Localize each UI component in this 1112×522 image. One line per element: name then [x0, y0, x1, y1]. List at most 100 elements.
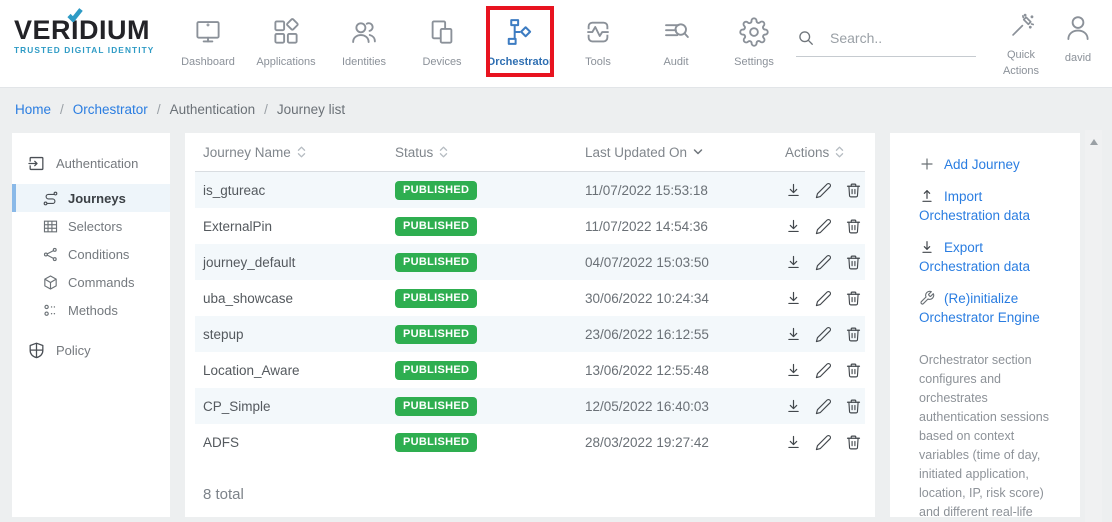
last-updated: 04/07/2022 15:03:50	[585, 254, 709, 270]
edit-icon[interactable]	[815, 254, 832, 271]
column-header-status[interactable]: Status	[395, 145, 585, 160]
nav-label: Applications	[256, 56, 316, 68]
search-box[interactable]	[796, 28, 976, 57]
table-row: is_gtureac PUBLISHED 11/07/2022 15:53:18	[195, 172, 865, 208]
edit-icon[interactable]	[815, 290, 832, 307]
download-icon[interactable]	[785, 362, 802, 379]
import-orchestration-link[interactable]: Import Orchestration data	[919, 187, 1066, 225]
nav-label: Identities	[341, 56, 387, 68]
table-row: ADFS PUBLISHED 28/03/2022 19:27:42	[195, 424, 865, 460]
sort-icon[interactable]	[835, 145, 844, 159]
top-bar: VERI DIUM TRUSTED DIGITAL IDENTITY Dashbo…	[0, 0, 1112, 88]
delete-icon[interactable]	[845, 254, 862, 271]
download-icon[interactable]	[785, 218, 802, 235]
delete-icon[interactable]	[845, 182, 862, 199]
column-header-last-updated[interactable]: Last Updated On	[585, 145, 785, 160]
breadcrumb: Home / Orchestrator / Authentication / J…	[0, 88, 1112, 130]
edit-icon[interactable]	[815, 218, 832, 235]
journey-name: journey_default	[203, 254, 296, 270]
main-nav: Dashboard Applications Identities Device…	[169, 0, 793, 88]
settings-icon	[739, 17, 769, 47]
nav-item-audit[interactable]: Audit	[637, 0, 715, 88]
status-badge: PUBLISHED	[395, 324, 478, 344]
edit-icon[interactable]	[815, 434, 832, 451]
download-icon[interactable]	[785, 254, 802, 271]
status-badge: PUBLISHED	[395, 432, 478, 452]
breadcrumb-journey-list: Journey list	[276, 101, 346, 117]
brand-tagline: TRUSTED DIGITAL IDENTITY	[14, 45, 155, 55]
breadcrumb-separator: /	[264, 101, 268, 117]
sort-icon[interactable]	[297, 145, 306, 159]
nav-label: Dashboard	[181, 56, 235, 68]
vertical-scrollbar[interactable]	[1085, 130, 1102, 522]
table-row: stepup PUBLISHED 23/06/2022 16:12:55	[195, 316, 865, 352]
download-icon[interactable]	[785, 290, 802, 307]
column-header-actions[interactable]: Actions	[785, 145, 865, 160]
breadcrumb-orchestrator[interactable]: Orchestrator	[72, 101, 148, 117]
tools-icon	[584, 21, 612, 43]
last-updated: 11/07/2022 14:54:36	[585, 218, 708, 234]
nav-item-devices[interactable]: Devices	[403, 0, 481, 88]
delete-icon[interactable]	[845, 362, 862, 379]
status-badge: PUBLISHED	[395, 360, 478, 380]
nav-item-orchestrator[interactable]: Orchestrator	[481, 0, 559, 88]
sidebar-item-label: Methods	[68, 302, 118, 318]
download-icon[interactable]	[785, 398, 802, 415]
status-badge: PUBLISHED	[395, 288, 478, 308]
devices-icon	[431, 20, 453, 44]
download-icon[interactable]	[785, 434, 802, 451]
dashboard-icon	[196, 21, 220, 43]
actions-panel: Add Journey Import Orchestration data Ex…	[890, 133, 1080, 519]
sidebar-item-policy[interactable]: Policy	[12, 330, 170, 371]
last-updated: 23/06/2022 16:12:55	[585, 326, 709, 342]
download-icon[interactable]	[785, 326, 802, 343]
edit-icon[interactable]	[815, 182, 832, 199]
delete-icon[interactable]	[845, 434, 862, 451]
export-orchestration-link[interactable]: Export Orchestration data	[919, 238, 1066, 276]
nav-item-identities[interactable]: Identities	[325, 0, 403, 88]
delete-icon[interactable]	[845, 326, 862, 343]
column-label: Last Updated On	[585, 144, 688, 160]
quick-actions-button[interactable]: Quick Actions	[996, 13, 1046, 79]
column-header-journey-name[interactable]: Journey Name	[195, 145, 395, 160]
user-menu[interactable]: david	[1054, 13, 1102, 66]
nav-item-settings[interactable]: Settings	[715, 0, 793, 88]
add-journey-link[interactable]: Add Journey	[919, 155, 1066, 174]
status-badge: PUBLISHED	[395, 252, 478, 272]
edit-icon[interactable]	[815, 398, 832, 415]
user-avatar-icon	[1067, 16, 1089, 40]
sidebar-item-authentication[interactable]: Authentication	[12, 143, 170, 184]
delete-icon[interactable]	[845, 218, 862, 235]
total-count: 8 total	[203, 486, 244, 503]
sort-icon[interactable]	[439, 145, 448, 159]
sidebar-item-journeys[interactable]: Journeys	[12, 184, 170, 212]
nav-item-applications[interactable]: Applications	[247, 0, 325, 88]
delete-icon[interactable]	[845, 290, 862, 307]
nav-item-dashboard[interactable]: Dashboard	[169, 0, 247, 88]
nav-item-tools[interactable]: Tools	[559, 0, 637, 88]
shield-icon	[29, 342, 44, 359]
conditions-branch-icon	[43, 247, 57, 261]
sidebar-item-methods[interactable]: Methods	[12, 296, 170, 324]
scroll-up-arrow-icon[interactable]	[1089, 139, 1098, 145]
breadcrumb-home[interactable]: Home	[15, 101, 52, 117]
veridium-logo[interactable]: VERI DIUM TRUSTED DIGITAL IDENTITY	[14, 8, 164, 55]
sort-desc-icon[interactable]	[693, 147, 703, 157]
journey-name: is_gtureac	[203, 182, 266, 198]
sidebar-item-commands[interactable]: Commands	[12, 268, 170, 296]
edit-icon[interactable]	[815, 362, 832, 379]
applications-icon	[274, 18, 299, 44]
sidebar-item-label: Conditions	[68, 246, 130, 262]
sidebar-item-selectors[interactable]: Selectors	[12, 212, 170, 240]
last-updated: 13/06/2022 12:55:48	[585, 362, 709, 378]
sidebar-item-conditions[interactable]: Conditions	[12, 240, 170, 268]
download-icon[interactable]	[785, 182, 802, 199]
orchestrator-description: Orchestrator section configures and orch…	[919, 353, 1049, 519]
edit-icon[interactable]	[815, 326, 832, 343]
delete-icon[interactable]	[845, 398, 862, 415]
nav-label: Audit	[663, 56, 689, 68]
reinitialize-engine-link[interactable]: (Re)initialize Orchestrator Engine	[919, 289, 1066, 327]
search-input[interactable]	[830, 30, 960, 46]
panel-link-label: Import Orchestration data	[919, 189, 1031, 223]
journey-name: ExternalPin	[203, 218, 273, 234]
